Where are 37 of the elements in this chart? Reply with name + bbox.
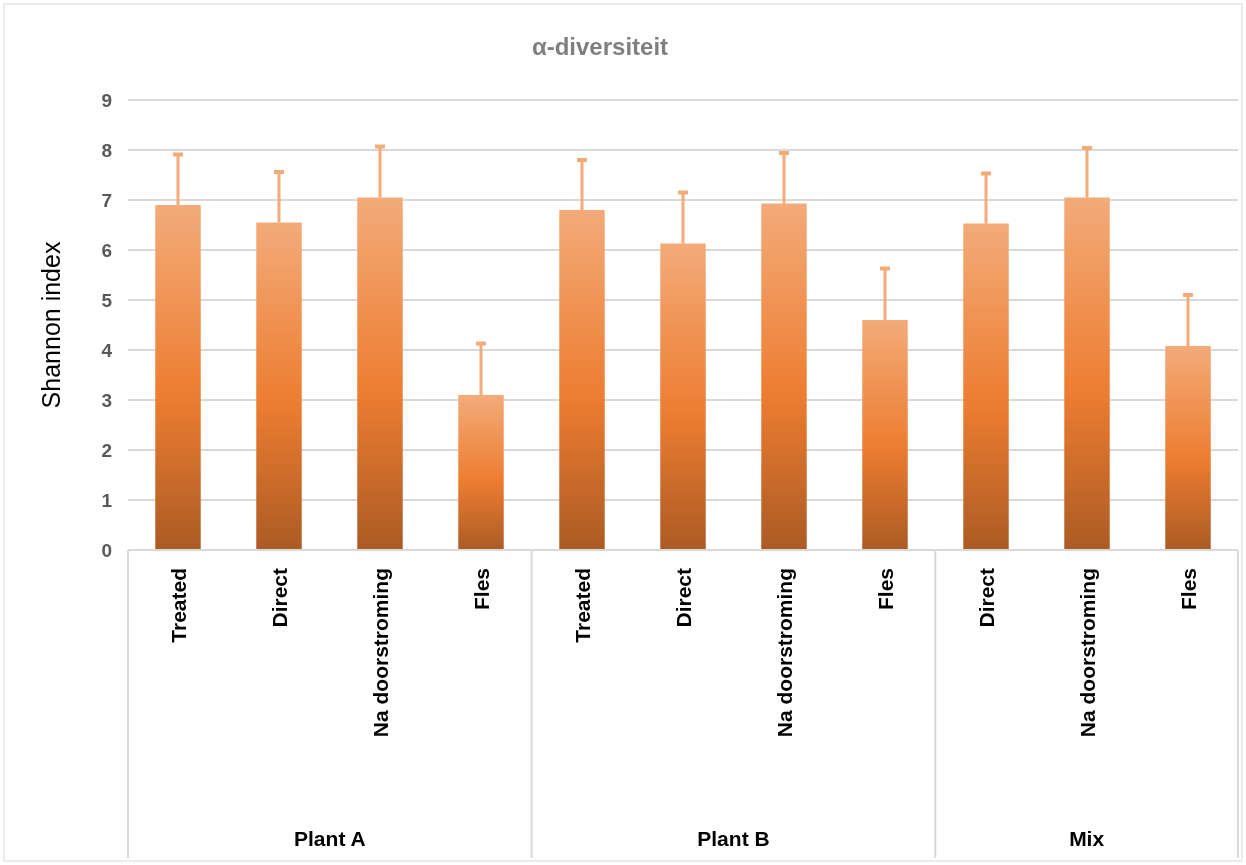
x-tick-label: Na doorstroming	[369, 568, 392, 738]
x-tick-label: Direct	[672, 568, 695, 628]
y-tick-label: 6	[101, 239, 112, 261]
y-tick-label: 5	[101, 289, 113, 311]
y-tick-label: 4	[101, 339, 113, 361]
bar	[559, 210, 605, 550]
bar	[155, 205, 201, 550]
y-tick-label: 2	[101, 439, 112, 461]
text: Plant A	[294, 827, 366, 850]
text: Plant B	[697, 827, 770, 850]
x-tick-label: Na doorstroming	[773, 568, 796, 738]
bar	[357, 197, 403, 550]
bar	[761, 203, 807, 550]
x-tick-label: Fles	[1177, 568, 1200, 611]
x-tick-label: Treated	[167, 568, 190, 643]
x-tick-label: Direct	[975, 568, 998, 628]
y-tick-label: 8	[101, 139, 112, 161]
chart-title: α-diversiteit	[531, 33, 669, 60]
x-tick-label: Direct	[268, 568, 291, 628]
bar	[963, 223, 1009, 550]
y-tick-label: 7	[101, 189, 112, 211]
y-axis-title: Shannon index	[37, 241, 65, 409]
y-tick-label: 9	[101, 89, 112, 111]
bar	[256, 222, 302, 550]
y-tick-label: 1	[101, 489, 113, 511]
y-tick-label: 0	[101, 539, 112, 561]
bar	[660, 243, 706, 550]
bar	[862, 320, 908, 550]
x-tick-label: Fles	[470, 568, 493, 611]
x-tick-label: Treated	[571, 568, 594, 643]
bar	[458, 395, 504, 550]
bar	[1064, 197, 1110, 550]
y-tick-label: 3	[101, 389, 112, 411]
bar	[1165, 346, 1211, 550]
x-tick-label: Fles	[874, 568, 897, 611]
x-tick-label: Na doorstroming	[1076, 568, 1099, 738]
text: Mix	[1069, 827, 1105, 850]
